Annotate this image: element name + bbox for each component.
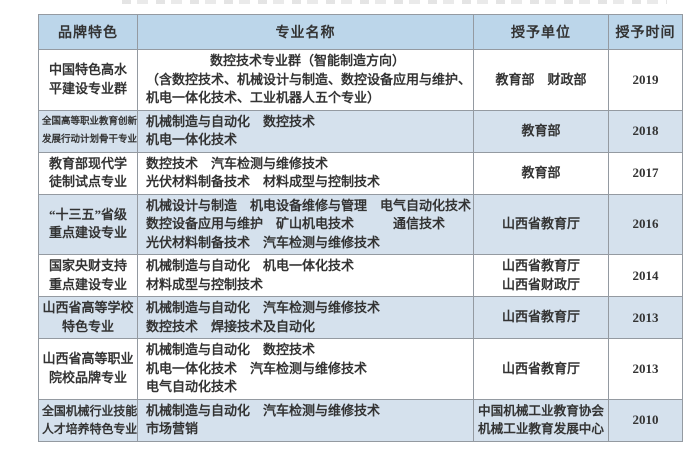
brand-feature-line: 人才培养特色专业 [42,422,138,436]
award-year-cell: 2014 [608,254,683,297]
table-body: 中国特色高水 平建设专业群 数控技术专业群（智能制造方向） （含数控技术、机械设计与制… [38,49,683,442]
table-row: 山西省高等职业 院校品牌专业 机械制造与自动化 数控技术 机电一体化技术 汽车检测与维… [38,338,683,400]
awarding-unit-cell: 山西省教育厅 [473,296,609,339]
cropped-text-strip [122,0,667,4]
major-name-line: 机电一体化技术 汽车检测与维修技术 [146,360,368,376]
major-name-line: 材料成型与控制技术 [146,276,264,292]
brand-feature-cell: 全国高等职业教育创新 发展行动计划骨干专业 [38,109,138,153]
major-name-line: 数控技术 汽车检测与维修技术 [146,155,329,171]
major-name-cell: 机械制造与自动化 数控技术 机电一体化技术 [137,109,474,153]
major-name-line: 机电一体化技术 [146,132,238,147]
major-name-line: 数控设备应用与维护 矿山机电技术 通信技术 [146,216,446,231]
brand-feature-line: 院校品牌专业 [48,369,127,385]
table-row: 全国高等职业教育创新 发展行动计划骨干专业 机械制造与自动化 数控技术 机电一体化技术… [38,109,683,153]
brand-feature-line: 山西省高等学校 [42,300,134,315]
major-name-cell: 数控技术专业群（智能制造方向） （含数控技术、机械设计与制造、数控设备应用与维护、… [137,49,474,111]
brand-feature-cell: 国家央财支持 重点建设专业 [38,254,138,297]
major-name-cell: 机械制造与自动化 数控技术机电一体化技术 汽车检测与维修技术 电气自动化技术 [137,338,474,400]
awarding-unit-cell: 山西省教育厅 [473,338,609,400]
major-name-line: 机械制造与自动化 汽车检测与维修技术 [146,402,381,418]
major-name-line: 光伏材料制备技术 汽车检测与维修技术 [146,234,381,250]
awarding-unit-line: 中国机械工业教育协会 [478,403,604,418]
awarding-unit-line: 教育部 [521,164,561,180]
major-name-cell: 机械制造与自动化 机电一体化技术 材料成型与控制技术 [137,254,474,297]
awarding-unit-cell: 中国机械工业教育协会 机械工业教育发展中心 [473,398,609,442]
column-header: 品牌特色 [38,14,138,50]
awarding-unit-line: 山西省财政厅 [501,276,580,292]
award-year-cell: 2013 [608,296,683,339]
awarding-unit-cell: 教育部 [473,151,609,195]
column-header: 授予单位 [473,14,609,50]
brand-feature-line: “十三五”省级 [48,206,127,222]
column-header: 专业名称 [137,14,474,50]
major-name-line: 机械制造与自动化 机电一体化技术 [146,258,355,273]
award-year-cell: 2016 [608,193,683,255]
major-name-cell: 数控技术 汽车检测与维修技术光伏材料制备技术 材料成型与控制技术 [137,151,474,195]
brand-feature-line: 国家央财支持 [48,258,127,273]
awarding-unit-line: 机械工业教育发展中心 [478,422,604,436]
major-name-line: 机械制造与自动化 数控技术 [146,342,316,357]
brand-feature-cell: 全国机械行业技能 人才培养特色专业 [38,398,138,442]
brand-feature-line: 全国高等职业教育创新 [42,116,138,127]
brand-feature-cell: 山西省高等职业 院校品牌专业 [38,338,138,400]
brand-feature-line: 特色专业 [61,318,114,334]
awarding-unit-cell: 山西省教育厅 [473,193,609,255]
awarding-unit-line: 山西省教育厅 [501,360,580,376]
table-row: 中国特色高水 平建设专业群 数控技术专业群（智能制造方向） （含数控技术、机械设计与制… [38,49,683,111]
table-row: 国家央财支持 重点建设专业 机械制造与自动化 机电一体化技术 材料成型与控制技术 山西省… [38,254,683,297]
awarding-unit-cell: 教育部 [473,109,609,153]
brand-feature-line: 中国特色高水 [48,62,127,78]
major-name-cell: 机械制造与自动化 汽车检测与维修技术 数控技术 焊接技术及自动化 [137,296,474,339]
brand-feature-line: 发展行动计划骨干专业 [42,135,138,145]
award-year-cell: 2017 [608,151,683,195]
award-year-cell: 2018 [608,109,683,153]
awarding-unit-cell: 山西省教育厅 山西省财政厅 [473,254,609,297]
brand-feature-line: 全国机械行业技能 [42,403,138,418]
brand-feature-line: 平建设专业群 [48,80,127,96]
major-name-line: （含数控技术、机械设计与制造、数控设备应用与维护、 [146,71,472,87]
awarding-unit-line: 教育部 财政部 [495,71,587,87]
major-name-line: 电气自动化技术 [146,379,238,394]
major-name-cell: 机械设计与制造 机电设备维修与管理 电气自动化技术 数控设备应用与维护 矿山机电技… [137,193,474,255]
major-name-line: 机械制造与自动化 数控技术 [146,113,316,129]
column-header: 授予时间 [608,14,683,50]
major-name-line: 机电一体化技术、工业机器人五个专业） [146,90,381,105]
major-name-line: 数控技术 焊接技术及自动化 [146,318,316,334]
brand-feature-cell: “十三五”省级 重点建设专业 [38,193,138,255]
awarding-unit-line: 山西省教育厅 [501,309,580,325]
brand-feature-cell: 中国特色高水 平建设专业群 [38,49,138,111]
major-name-line: 机械设计与制造 机电设备维修与管理 电气自动化技术 [146,197,472,213]
awarding-unit-line: 教育部 [521,122,561,138]
brand-feature-cell: 教育部现代学 徒制试点专业 [38,151,138,195]
award-year-cell: 2010 [608,398,683,442]
brand-feature-line: 重点建设专业 [48,276,127,292]
major-name-line: 机械制造与自动化 汽车检测与维修技术 [146,300,381,315]
award-year-cell: 2013 [608,338,683,400]
major-name-line: 光伏材料制备技术 材料成型与控制技术 [146,174,381,189]
table-row: 山西省高等学校 特色专业 机械制造与自动化 汽车检测与维修技术 数控技术 焊接技术及自… [38,296,683,339]
brand-feature-line: 教育部现代学 [48,155,127,171]
major-name-line: 数控技术专业群（智能制造方向） [209,53,405,68]
brand-feature-cell: 山西省高等学校 特色专业 [38,296,138,339]
awarding-unit-cell: 教育部 财政部 [473,49,609,111]
brand-feature-line: 山西省高等职业 [42,351,134,367]
table-row: “十三五”省级 重点建设专业 机械设计与制造 机电设备维修与管理 电气自动化技术 数控… [38,193,683,255]
brand-feature-line: 徒制试点专业 [48,174,127,189]
award-year-cell: 2019 [608,49,683,111]
major-name-cell: 机械制造与自动化 汽车检测与维修技术 市场营销 [137,398,474,442]
awarding-unit-line: 山西省教育厅 [501,258,580,273]
table-row: 全国机械行业技能 人才培养特色专业 机械制造与自动化 汽车检测与维修技术 市场营销 中国… [38,398,683,442]
brand-majors-table: 品牌特色 专业名称 授予单位 授予时间 中国特色高水 平建设专业群 数控技术专业群（智能制… [38,14,683,442]
header-row: 品牌特色 专业名称 授予单位 授予时间 [38,14,683,50]
major-name-line: 市场营销 [146,421,199,436]
brand-feature-line: 重点建设专业 [48,225,127,241]
table-row: 教育部现代学 徒制试点专业 数控技术 汽车检测与维修技术 光伏材料制备技术 材料成型与… [38,151,683,195]
awarding-unit-line: 山西省教育厅 [501,216,580,231]
